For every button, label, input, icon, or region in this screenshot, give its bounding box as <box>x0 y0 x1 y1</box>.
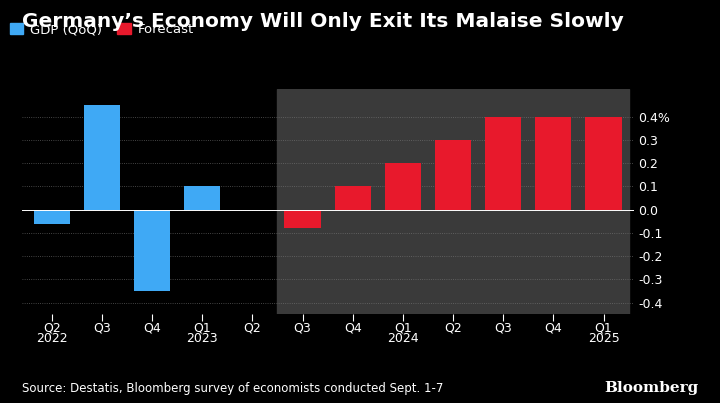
Bar <box>335 186 371 210</box>
Legend: GDP (QoQ), Forecast: GDP (QoQ), Forecast <box>10 23 194 36</box>
Bar <box>535 116 572 210</box>
Text: 2025: 2025 <box>588 332 619 345</box>
Text: Q2: Q2 <box>444 321 462 334</box>
Text: Germany’s Economy Will Only Exit Its Malaise Slowly: Germany’s Economy Will Only Exit Its Mal… <box>22 12 624 31</box>
Text: Q1: Q1 <box>193 321 211 334</box>
Text: Q4: Q4 <box>344 321 361 334</box>
Bar <box>485 116 521 210</box>
Bar <box>435 140 471 210</box>
Bar <box>384 163 421 210</box>
Bar <box>585 116 621 210</box>
Bar <box>84 105 120 210</box>
Text: Q3: Q3 <box>294 321 311 334</box>
Bar <box>134 210 170 291</box>
Text: Q4: Q4 <box>143 321 161 334</box>
Text: Q3: Q3 <box>495 321 512 334</box>
Bar <box>184 186 220 210</box>
Text: Bloomberg: Bloomberg <box>604 381 698 395</box>
Text: 2024: 2024 <box>387 332 418 345</box>
Text: Q3: Q3 <box>93 321 111 334</box>
Text: Q1: Q1 <box>595 321 613 334</box>
Text: Q4: Q4 <box>544 321 562 334</box>
Text: Q1: Q1 <box>394 321 412 334</box>
Bar <box>284 210 320 228</box>
Text: Source: Destatis, Bloomberg survey of economists conducted Sept. 1-7: Source: Destatis, Bloomberg survey of ec… <box>22 382 443 395</box>
Text: Q2: Q2 <box>243 321 261 334</box>
Bar <box>34 210 70 224</box>
Text: 2023: 2023 <box>186 332 218 345</box>
Text: 2022: 2022 <box>36 332 68 345</box>
Text: Q2: Q2 <box>42 321 60 334</box>
Bar <box>277 89 629 314</box>
